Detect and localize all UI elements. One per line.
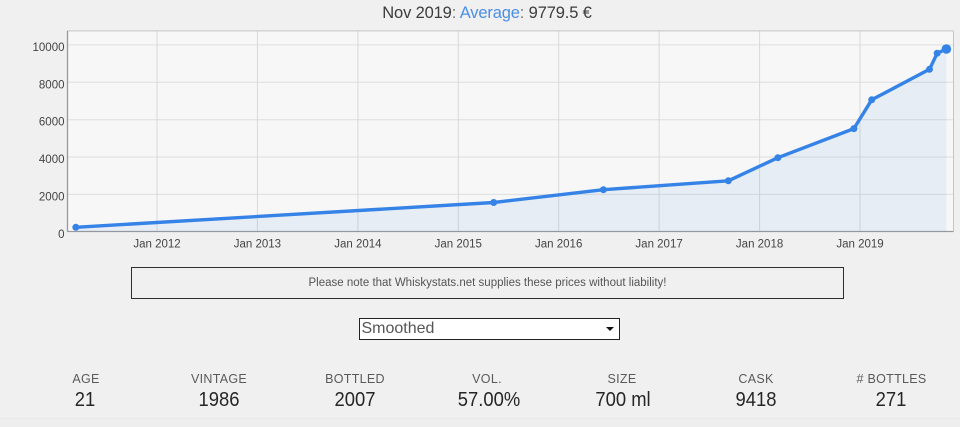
svg-text:Jan 2019: Jan 2019 — [836, 238, 883, 250]
svg-text:4000: 4000 — [39, 154, 65, 166]
svg-text:Jan 2017: Jan 2017 — [635, 238, 682, 250]
svg-text:Jan 2012: Jan 2012 — [133, 238, 180, 250]
svg-text:8000: 8000 — [39, 79, 65, 91]
svg-text:Jan 2015: Jan 2015 — [435, 238, 482, 250]
svg-text:2000: 2000 — [39, 191, 65, 203]
svg-text:10000: 10000 — [33, 42, 65, 54]
svg-text:6000: 6000 — [39, 117, 65, 129]
svg-text:Jan 2014: Jan 2014 — [334, 238, 382, 250]
svg-text:Jan 2018: Jan 2018 — [736, 238, 783, 250]
svg-text:Jan 2013: Jan 2013 — [234, 238, 281, 250]
svg-text:Jan 2016: Jan 2016 — [535, 238, 582, 250]
svg-text:0: 0 — [58, 229, 64, 241]
